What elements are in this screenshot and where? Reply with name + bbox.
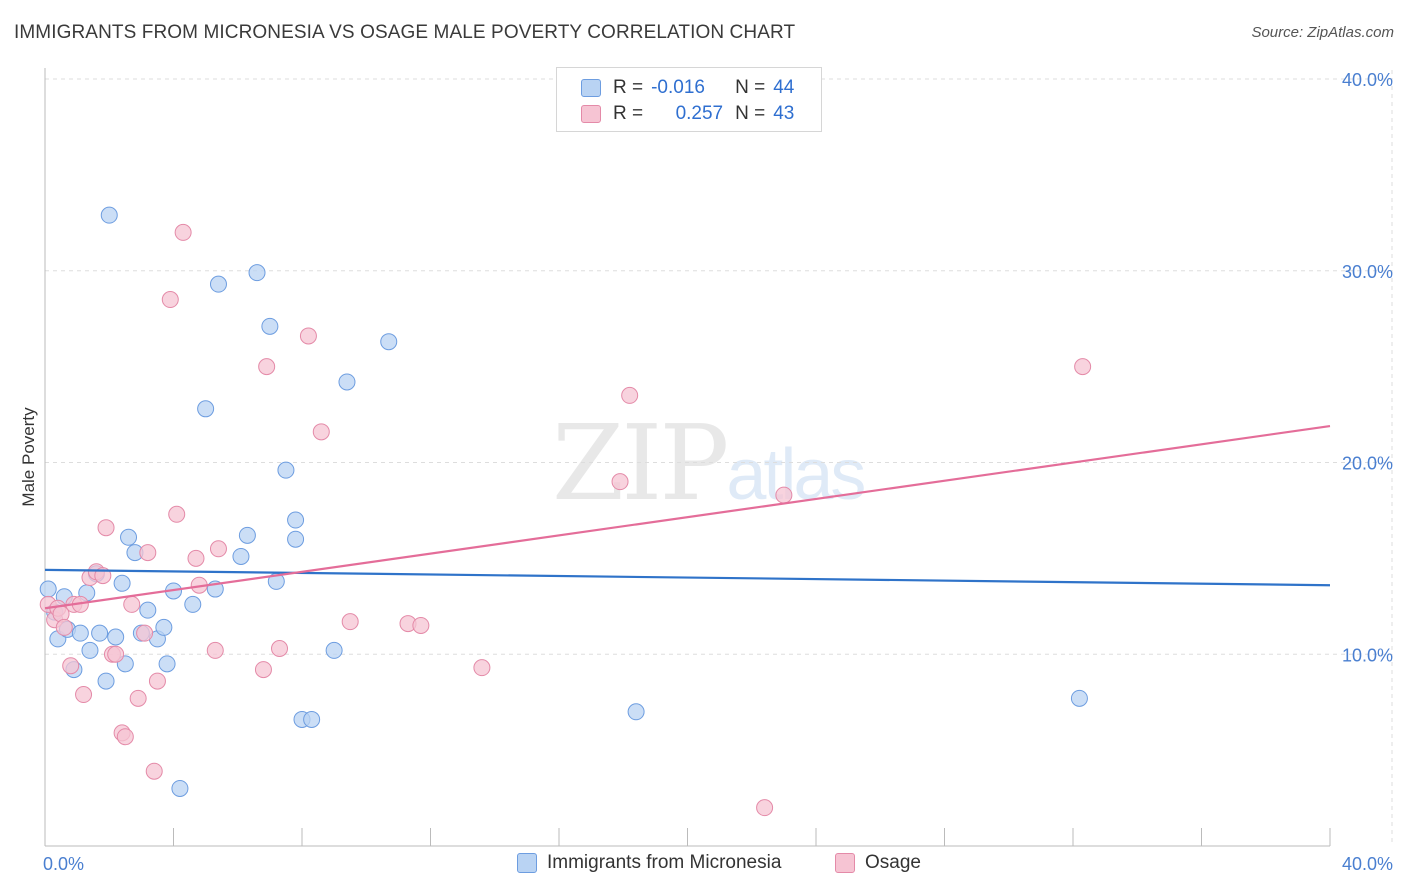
point-osage — [775, 486, 793, 504]
y-axis-label: Male Poverty — [19, 407, 38, 507]
series-swatch-osage — [835, 853, 855, 873]
trendline-micronesia — [44, 568, 1331, 587]
point-micronesia — [303, 710, 321, 728]
series-swatch-micronesia — [517, 853, 537, 873]
point-micronesia — [261, 317, 279, 335]
x-tick-label: 0.0% — [43, 854, 84, 874]
point-osage — [116, 728, 134, 746]
points-layer — [39, 206, 1092, 817]
point-osage — [187, 549, 205, 567]
point-micronesia — [39, 580, 57, 598]
point-osage — [145, 762, 163, 780]
point-osage — [123, 595, 141, 613]
source-label: Source: ZipAtlas.com — [1251, 24, 1394, 41]
point-micronesia — [338, 373, 356, 391]
point-micronesia — [1070, 689, 1088, 707]
point-micronesia — [71, 624, 89, 642]
point-osage — [254, 661, 272, 679]
point-micronesia — [81, 641, 99, 659]
point-osage — [148, 672, 166, 690]
point-osage — [75, 686, 93, 704]
point-micronesia — [97, 672, 115, 690]
trendline-osage — [44, 424, 1331, 610]
point-micronesia — [209, 275, 227, 293]
legend-n-value: 43 — [773, 103, 795, 124]
point-osage — [62, 657, 80, 675]
axis-layer — [44, 68, 1331, 847]
point-micronesia — [232, 547, 250, 565]
point-osage — [312, 423, 330, 441]
series-legend: Immigrants from Micronesia Osage — [0, 852, 1406, 876]
point-osage — [55, 618, 73, 636]
point-osage — [168, 505, 186, 523]
point-osage — [473, 659, 491, 677]
point-osage — [341, 613, 359, 631]
y-tick-label: 10.0% — [1342, 645, 1393, 665]
point-osage — [258, 358, 276, 376]
series-legend-osage[interactable]: Osage — [835, 852, 921, 874]
point-osage — [756, 799, 774, 817]
point-micronesia — [100, 206, 118, 224]
legend-row-micronesia: R = -0.016 N = 44 — [581, 76, 794, 100]
point-osage — [412, 616, 430, 634]
point-micronesia — [380, 333, 398, 351]
label-layer: 10.0% 20.0% 30.0% 40.0% 0.0% 40.0% Male Povert… — [19, 70, 1393, 874]
legend-r-label: R = — [613, 77, 644, 98]
point-osage — [97, 519, 115, 537]
point-micronesia — [277, 461, 295, 479]
point-micronesia — [91, 624, 109, 642]
point-micronesia — [197, 400, 215, 418]
trend-layer — [44, 424, 1331, 610]
point-micronesia — [139, 601, 157, 619]
legend-n-value: 44 — [773, 77, 795, 98]
point-osage — [209, 540, 227, 558]
legend-n-label: N = — [735, 103, 766, 124]
point-micronesia — [113, 574, 131, 592]
legend-row-osage: R = 0.257 N = 43 — [581, 102, 794, 126]
point-micronesia — [248, 264, 266, 282]
point-osage — [129, 689, 147, 707]
point-micronesia — [158, 655, 176, 673]
point-osage — [621, 386, 639, 404]
x-tick-label: 40.0% — [1342, 854, 1393, 874]
correlation-legend: R = -0.016 N = 44 R = 0.257 N = 43 — [556, 67, 822, 132]
legend-swatch-micronesia — [581, 79, 601, 97]
point-micronesia — [120, 528, 138, 546]
chart-title: IMMIGRANTS FROM MICRONESIA VS OSAGE MALE… — [14, 22, 796, 43]
point-osage — [161, 291, 179, 309]
legend-n-label: N = — [735, 77, 766, 98]
legend-r-value: 0.257 — [675, 103, 724, 124]
y-tick-label: 30.0% — [1342, 262, 1393, 282]
point-micronesia — [287, 530, 305, 548]
point-micronesia — [155, 618, 173, 636]
point-micronesia — [627, 703, 645, 721]
point-micronesia — [238, 526, 256, 544]
series-label-osage: Osage — [865, 852, 921, 873]
point-micronesia — [325, 641, 343, 659]
y-tick-label: 40.0% — [1342, 70, 1393, 90]
point-osage — [139, 544, 157, 562]
point-micronesia — [287, 511, 305, 529]
point-micronesia — [171, 779, 189, 797]
point-osage — [1074, 358, 1092, 376]
point-osage — [107, 645, 125, 663]
series-legend-micronesia[interactable]: Immigrants from Micronesia — [517, 852, 781, 874]
point-osage — [299, 327, 317, 345]
point-micronesia — [184, 595, 202, 613]
point-micronesia — [107, 628, 125, 646]
point-osage — [271, 639, 289, 657]
legend-r-value: -0.016 — [651, 77, 705, 98]
legend-r-label: R = — [613, 103, 644, 124]
point-osage — [206, 641, 224, 659]
legend-swatch-osage — [581, 105, 601, 123]
grid-layer — [45, 70, 1393, 846]
point-osage — [136, 624, 154, 642]
point-osage — [174, 223, 192, 241]
y-tick-label: 20.0% — [1342, 454, 1393, 474]
series-label-micronesia: Immigrants from Micronesia — [547, 852, 782, 873]
point-osage — [611, 473, 629, 491]
